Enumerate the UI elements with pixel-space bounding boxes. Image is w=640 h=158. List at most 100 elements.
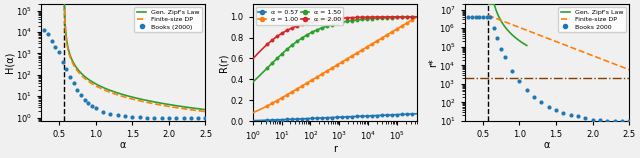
Point xyxy=(277,32,287,34)
Point xyxy=(282,118,292,121)
Point xyxy=(113,114,123,116)
Point xyxy=(580,116,591,119)
Point xyxy=(392,16,402,19)
Point xyxy=(337,21,347,24)
Point xyxy=(302,82,312,84)
Point xyxy=(105,113,115,115)
Point xyxy=(536,101,547,104)
Point xyxy=(287,91,297,93)
Point xyxy=(76,93,86,96)
Point xyxy=(54,51,64,53)
Point xyxy=(267,62,277,64)
Point xyxy=(356,18,367,21)
Point xyxy=(287,118,297,121)
Point xyxy=(87,105,97,107)
Point xyxy=(287,27,297,29)
Point xyxy=(463,16,474,18)
Point xyxy=(401,22,412,24)
Point xyxy=(387,114,397,116)
Point xyxy=(401,113,412,115)
Point xyxy=(481,16,492,18)
Point xyxy=(322,25,332,27)
Point xyxy=(367,17,377,20)
Point xyxy=(376,37,387,39)
Point xyxy=(282,94,292,96)
Point xyxy=(477,16,488,18)
Point xyxy=(277,52,287,55)
Point xyxy=(272,35,282,38)
Point xyxy=(356,49,367,51)
Point xyxy=(171,116,181,119)
Point xyxy=(367,115,377,117)
Point xyxy=(98,110,108,113)
Point xyxy=(352,115,362,118)
X-axis label: α: α xyxy=(544,140,550,150)
Point xyxy=(356,16,367,18)
Point xyxy=(397,113,407,116)
Point xyxy=(307,21,317,23)
Point xyxy=(387,16,397,19)
Point xyxy=(327,116,337,119)
Point xyxy=(372,16,382,18)
Point xyxy=(332,17,342,20)
Point xyxy=(332,116,342,118)
Point xyxy=(376,114,387,117)
Point xyxy=(297,37,307,39)
Point xyxy=(337,116,347,118)
Point xyxy=(367,16,377,18)
Point xyxy=(317,73,327,75)
Point xyxy=(58,61,68,63)
Point xyxy=(156,116,166,119)
Point xyxy=(327,23,337,26)
Point xyxy=(292,25,302,27)
Point xyxy=(406,15,417,18)
Point xyxy=(43,33,53,35)
Point xyxy=(312,20,322,22)
Point xyxy=(200,116,211,119)
Point xyxy=(551,109,561,111)
Point xyxy=(90,107,100,109)
Point xyxy=(387,31,397,33)
Legend: α = 0.57, α = 1.00, α = 1.50, α = 2.00: α = 0.57, α = 1.00, α = 1.50, α = 2.00 xyxy=(256,7,343,25)
Point xyxy=(397,25,407,27)
Point xyxy=(573,115,583,118)
Point xyxy=(327,18,337,20)
Point xyxy=(372,114,382,117)
Point xyxy=(492,37,502,39)
Point xyxy=(342,115,352,118)
Point xyxy=(72,89,83,91)
Point xyxy=(566,113,576,116)
Point xyxy=(352,52,362,54)
Point xyxy=(347,16,357,19)
Point xyxy=(347,115,357,118)
Point xyxy=(47,39,57,42)
Point xyxy=(401,16,412,18)
Point xyxy=(297,85,307,87)
Point xyxy=(277,118,287,121)
Point xyxy=(406,19,417,21)
Point xyxy=(267,102,277,105)
Point xyxy=(624,120,634,122)
Point xyxy=(262,43,272,46)
Point xyxy=(61,68,72,71)
Point xyxy=(179,116,189,119)
Point xyxy=(302,34,312,36)
Point xyxy=(327,67,337,69)
Point xyxy=(262,119,272,122)
Point xyxy=(588,118,598,121)
Point xyxy=(362,115,372,117)
Legend: Gen. Zipf's Law, Finite-size DP, Books 2000: Gen. Zipf's Law, Finite-size DP, Books 2… xyxy=(558,7,626,32)
Point xyxy=(406,113,417,115)
Y-axis label: R(r): R(r) xyxy=(219,53,229,72)
Point xyxy=(282,48,292,51)
Point xyxy=(507,70,517,72)
Point xyxy=(376,16,387,18)
Point xyxy=(397,16,407,18)
Point xyxy=(164,116,174,119)
Point xyxy=(127,116,138,118)
Point xyxy=(83,101,93,104)
Point xyxy=(372,40,382,42)
Point xyxy=(322,70,332,72)
Point xyxy=(362,18,372,20)
Point xyxy=(342,58,352,60)
